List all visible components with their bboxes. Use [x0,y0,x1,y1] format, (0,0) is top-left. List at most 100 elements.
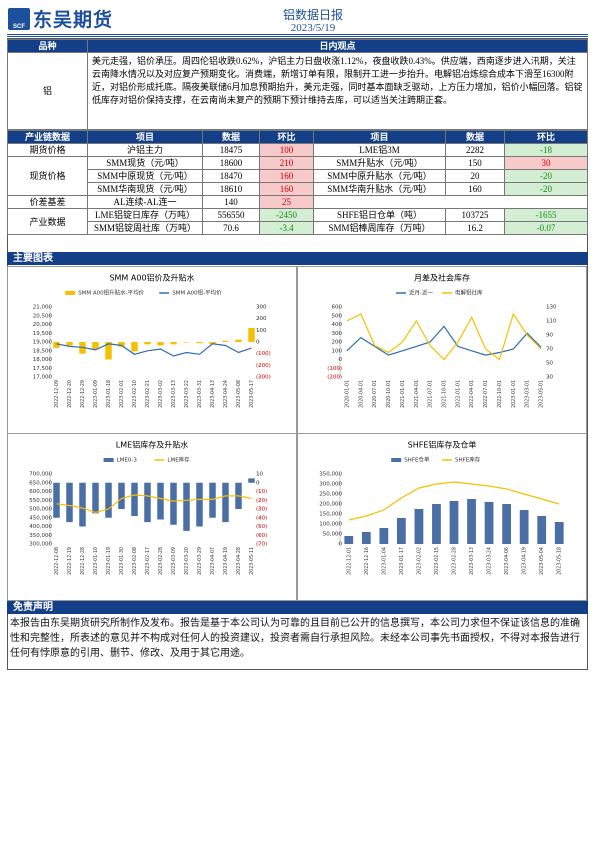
tick-label: 550,000 [29,498,52,504]
value: 160 [445,182,505,196]
logo: SCF 东吴期货 [8,5,113,32]
tick-label: 10 [256,472,263,478]
tick-label: (60) [256,533,267,539]
x-tick-label: 2023-01-19 [106,547,112,575]
x-tick-label: 2023-02-15 [434,547,440,575]
x-tick-label: 2023-01-18 [106,380,112,408]
tick-label: 0 [256,340,260,346]
value: 18600 [202,156,260,170]
bar [397,518,406,544]
chart-panel: SMM A00铝价及升贴水 17,000 17,500 18,000 18,500 19,… [7,266,297,434]
bar [144,482,151,523]
empty-cell [313,195,588,209]
x-tick-label: 2022-12-09 [54,380,60,408]
legend-label: LME库存 [167,456,190,464]
value: 18610 [202,182,260,196]
legend-label: LME0-3 [117,458,138,464]
tick-label: 130 [546,305,557,311]
legend-swatch [391,458,402,462]
x-tick-label: 2021-01-01 [400,380,406,408]
bar [118,482,125,509]
value: 2282 [445,143,505,157]
legend-label: 近月-近一 [409,289,433,297]
tick-label: 100,000 [319,522,342,528]
change: -18 [504,143,588,157]
x-tick-label: 2020-07-01 [372,380,378,408]
tick-label: 110 [546,319,557,325]
x-tick-label: 2023-03-13 [469,547,475,575]
tick-label: 500,000 [29,507,52,513]
x-tick-label: 2023-04-19 [522,547,528,575]
table-header: 项目 [87,130,203,144]
tick-label: 700,000 [29,472,52,478]
value: 70.6 [202,221,260,235]
item: LME铝锭日库存（万吨） [87,208,203,222]
bar [105,482,112,518]
x-tick-label: 2022-04-01 [469,380,475,408]
change: 100 [259,143,314,157]
table-row: 价差基差 AL连续-AL连一 140 25 [7,195,588,209]
bar [131,482,138,516]
tick-label: 350,000 [29,533,52,539]
tick-label: 17,000 [33,375,53,381]
view-table: 品种 日内观点 铝美元走强，铝价承压。周四伦铝收跌0.62%，沪铝主力日盘收涨1.… [7,39,588,130]
line-series [346,325,542,356]
item: 沪铝主力 [87,143,203,157]
tick-label: 100 [256,328,267,334]
tick-label: 19,000 [33,340,53,346]
table-row: 期货价格 沪铝主力 18475 100 LME铝3M 2282 -18 [7,143,588,157]
bar [157,482,164,520]
tick-label: (50) [256,524,267,530]
bar [170,482,177,525]
tick-label: (40) [256,515,267,521]
x-tick-label: 2023-04-19 [223,547,229,575]
legend-label: SMM A00铝-平均价 [172,289,222,297]
x-tick-label: 2021-04-01 [414,380,420,408]
x-tick-label: 2022-10-01 [497,380,503,408]
x-tick-label: 2023-01-30 [119,547,125,575]
bar [554,522,564,544]
group-label: 价差基差 [7,195,88,209]
legend-label: SMM A00铝升贴水-平均价 [78,289,144,297]
tick-label: 400 [332,322,343,328]
group-label: 现货价格 [7,156,88,196]
report-date: 2023/5/19 [290,22,336,34]
view-text: 美元走强，铝价承压。周四伦铝收跌0.62%，沪铝主力日盘收涨1.12%，夜盘收跌… [87,52,588,130]
x-tick-label: 2023-02-10 [132,380,138,408]
x-tick-label: 2023-04-13 [210,380,216,408]
x-tick-label: 2021-07-01 [428,380,434,408]
x-tick-label: 2023-02-08 [132,547,138,575]
x-tick-label: 2023-02-01 [119,380,125,408]
x-tick-label: 2022-12-28 [80,547,86,575]
x-tick-label: 2020-10-01 [386,380,392,408]
x-tick-label: 2023-04-06 [504,547,510,575]
item: SMM华南现货（元/吨） [87,182,203,196]
bar [105,342,112,360]
item: SHFE铝日仓单（吨） [313,208,446,222]
x-tick-label: 2023-03-09 [171,547,177,575]
tick-label: (300) [256,375,271,381]
x-tick-label: 2023-03-24 [487,547,493,575]
chart: SHFE铝库存及仓单 0 50,000 100,000 150,000 200,000 25… [319,440,564,575]
bar [467,499,476,544]
bar [379,528,389,544]
x-tick-label: 2020-01-01 [344,380,350,408]
x-tick-label: 2022-12-08 [54,547,60,575]
bar [196,482,203,527]
industry-table: 产业链数据 项目 数据 环比 项目 数据 环比 期货价格 沪铝主力 18475 100 LME铝3M 2… [7,130,588,235]
x-tick-label: 2023-01-04 [381,547,387,575]
x-tick-label: 2023-03-29 [197,547,203,575]
tick-label: (200) [256,363,271,369]
bar [53,342,60,348]
bar [144,342,151,345]
x-tick-label: 2023-04-24 [223,380,229,408]
logo-mark: SCF [8,7,30,30]
header-rule [7,34,588,35]
x-tick-label: 2022-12-19 [67,547,73,575]
x-tick-label: 2023-03-31 [197,380,203,408]
tick-label: 200 [332,340,343,346]
change: -20 [504,182,588,196]
table-header: 环比 [259,130,314,144]
bar [183,342,190,343]
x-tick-label: 2023-01-10 [93,547,99,575]
